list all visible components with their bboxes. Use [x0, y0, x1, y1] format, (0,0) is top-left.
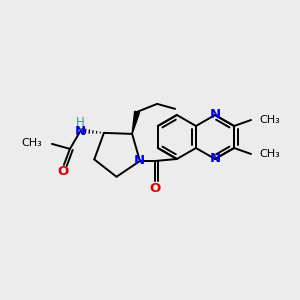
Text: N: N — [209, 152, 220, 166]
Text: CH₃: CH₃ — [21, 138, 42, 148]
Text: CH₃: CH₃ — [259, 115, 280, 125]
Text: O: O — [57, 165, 68, 178]
Text: CH₃: CH₃ — [259, 149, 280, 159]
Text: N: N — [133, 154, 145, 166]
Text: H: H — [76, 116, 84, 129]
Polygon shape — [132, 111, 140, 134]
Text: N: N — [209, 109, 220, 122]
Text: O: O — [149, 182, 161, 194]
Text: N: N — [74, 125, 86, 138]
